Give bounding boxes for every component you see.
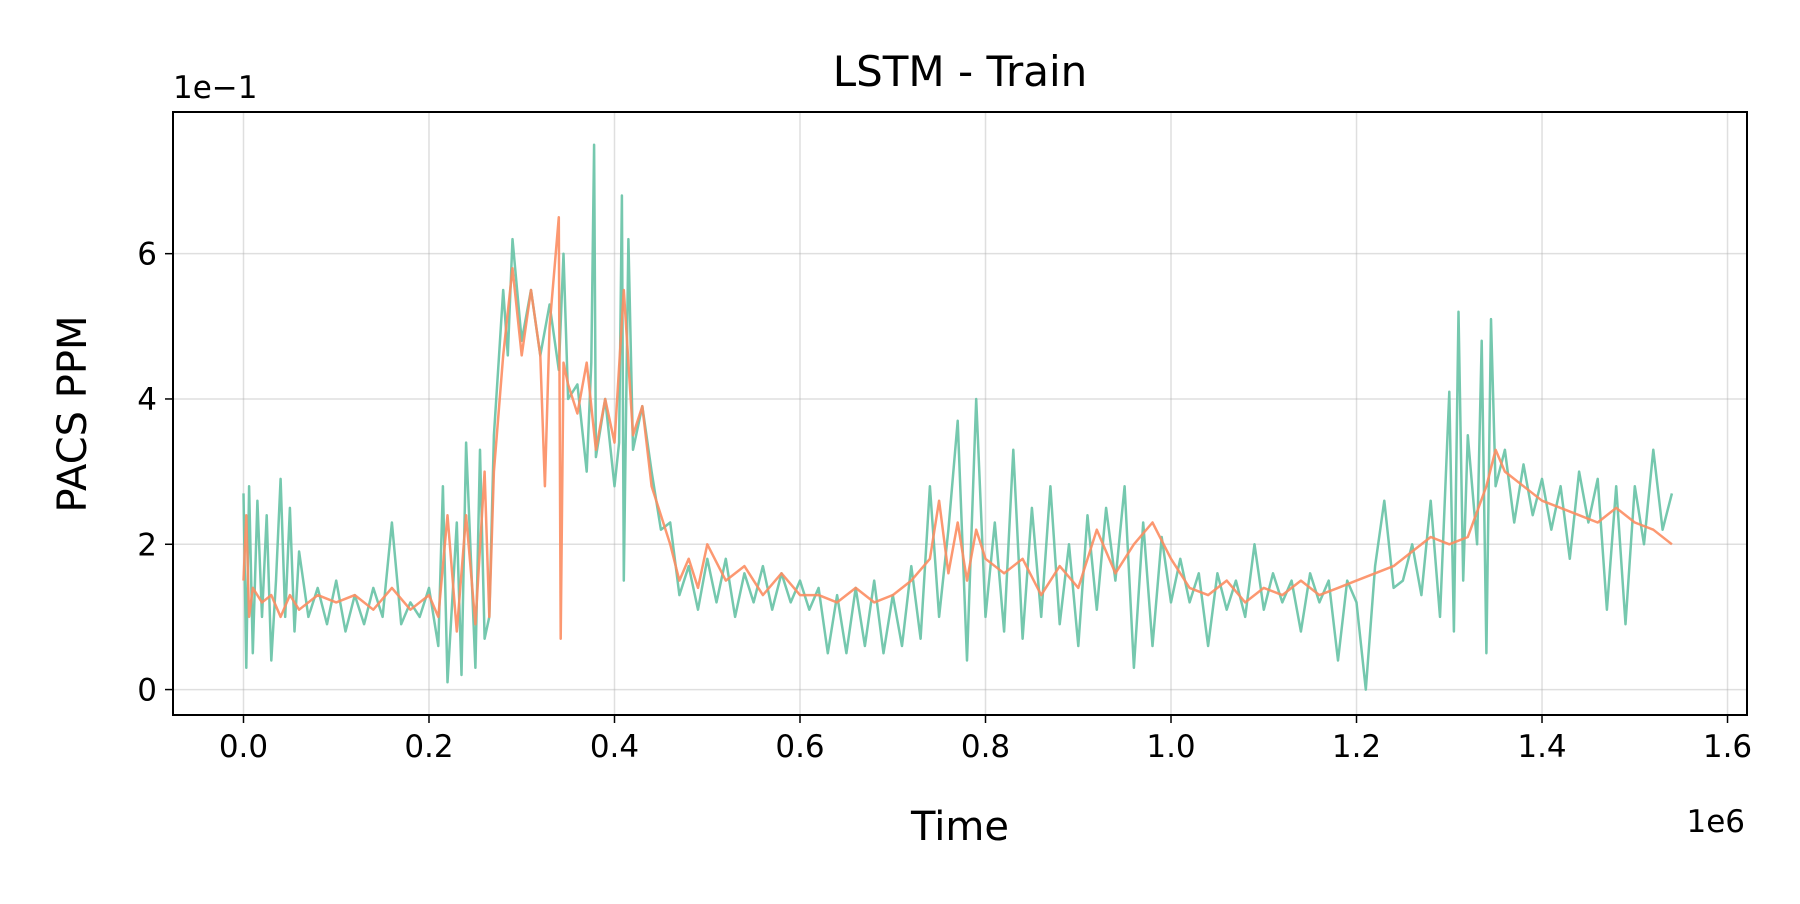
x-tick-label: 1.6 — [1703, 729, 1752, 765]
y-axis-label: PACS PPM — [50, 315, 96, 512]
x-tick-label: 0.2 — [404, 729, 453, 765]
y-tick-label: 2 — [137, 527, 157, 563]
x-tick-label: 0.4 — [590, 729, 639, 765]
plot-frame — [172, 111, 1748, 716]
x-offset-label: 1e6 — [1686, 804, 1745, 840]
y-tick-label: 6 — [137, 237, 157, 273]
x-tick-label: 1.4 — [1517, 729, 1566, 765]
x-tick-label: 1.2 — [1332, 729, 1381, 765]
x-axis-label: Time — [910, 804, 1009, 850]
y-offset-label: 1e−1 — [173, 70, 258, 106]
line-series — [242, 143, 1674, 691]
y-tick-label: 4 — [137, 382, 157, 418]
x-tick-label: 1.0 — [1146, 729, 1195, 765]
y-tick-label: 0 — [137, 673, 157, 709]
chart-title: LSTM - Train — [833, 47, 1088, 96]
line-series — [242, 216, 1673, 640]
x-tick-label: 0.0 — [219, 729, 268, 765]
x-tick-label: 0.8 — [961, 729, 1010, 765]
x-tick-label: 0.6 — [775, 729, 824, 765]
